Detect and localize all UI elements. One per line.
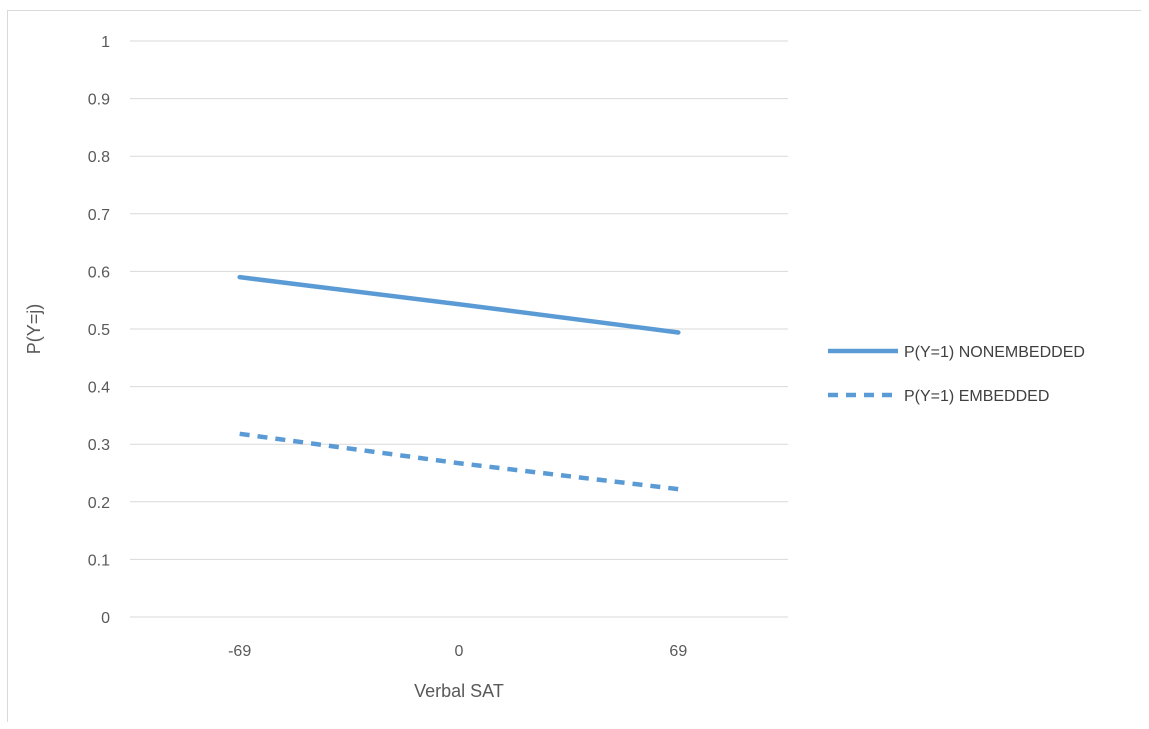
legend-label-0: P(Y=1) NONEMBEDDED: [904, 344, 1085, 361]
legend: P(Y=1) NONEMBEDDED P(Y=1) EMBEDDED: [828, 344, 1085, 405]
y-axis-title: P(Y=j): [24, 304, 44, 355]
x-axis-tick-labels: -69 0 69: [228, 643, 687, 660]
x-axis-title: Verbal SAT: [414, 681, 504, 701]
y-tick-label: 0.7: [88, 207, 110, 224]
y-tick-label: 0.6: [88, 264, 110, 281]
legend-label-1: P(Y=1) EMBEDDED: [904, 388, 1049, 405]
y-tick-label: 0.3: [88, 437, 110, 454]
x-tick-label: 0: [455, 643, 464, 660]
series-lines: [237, 274, 681, 492]
y-tick-label: 0: [101, 610, 110, 627]
series-line-nonembedded: [237, 274, 681, 335]
gridlines: [130, 40, 788, 618]
y-tick-label: 0.9: [88, 92, 110, 109]
y-tick-label: 0.4: [88, 380, 110, 397]
chart-frame: [7, 10, 1141, 722]
y-tick-label: 0.5: [88, 322, 110, 339]
y-axis-tick-labels: 0 0.1 0.2 0.3 0.4 0.5 0.6 0.7 0.8 0.9 1: [88, 34, 110, 627]
y-tick-label: 0.1: [88, 552, 110, 569]
y-tick-label: 0.8: [88, 149, 110, 166]
y-tick-label: 1: [101, 34, 110, 51]
x-tick-label: -69: [228, 643, 251, 660]
y-tick-label: 0.2: [88, 495, 110, 512]
x-tick-label: 69: [669, 643, 687, 660]
series-line-embedded: [239, 431, 679, 492]
